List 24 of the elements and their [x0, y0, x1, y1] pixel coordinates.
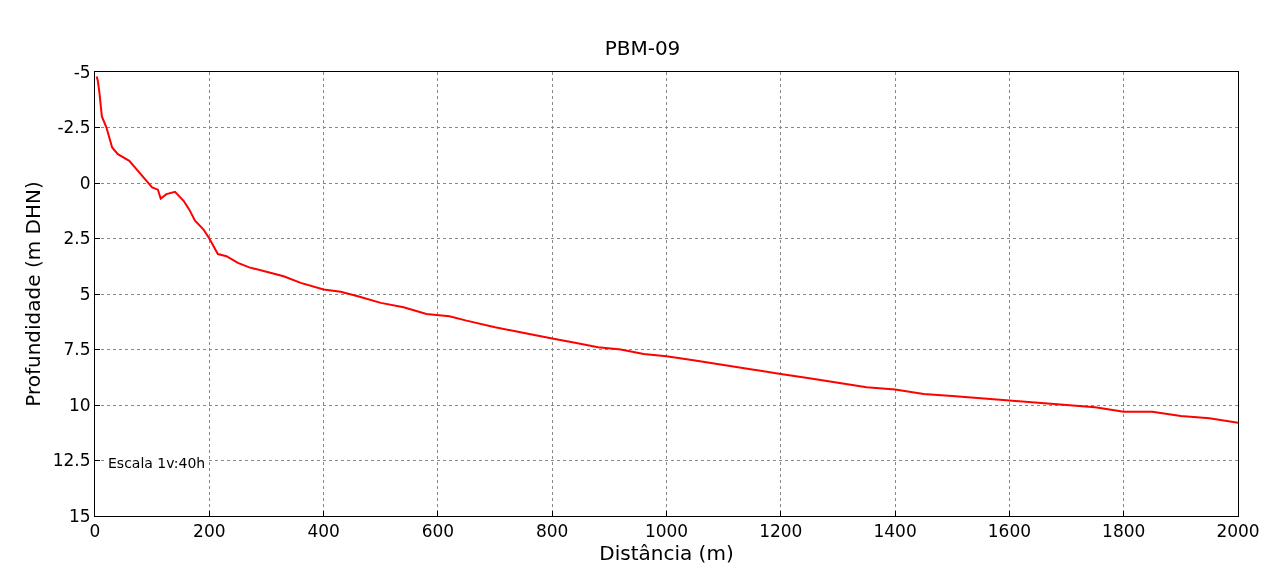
y-tick-label: 2.5	[63, 228, 91, 249]
x-tick-label: 2000	[1216, 521, 1260, 542]
x-tick-label: 1400	[873, 521, 917, 542]
x-tick-label: 600	[421, 521, 455, 542]
y-tick-label: 7.5	[63, 339, 91, 360]
y-axis-title: Profundidade (m DHN)	[21, 181, 46, 407]
y-tick-label: 15	[68, 505, 91, 526]
y-tick-label: 12.5	[52, 450, 91, 471]
y-tick-label: -2.5	[57, 117, 91, 138]
annotation: Escala 1v:40h	[108, 455, 206, 471]
x-tick-label: 200	[193, 521, 226, 542]
x-tick-label: 1800	[1102, 521, 1146, 542]
x-tick-label: 1000	[644, 521, 689, 542]
y-tick-label: -5	[73, 61, 91, 82]
y-tick-label: 5	[79, 283, 91, 304]
x-axis-title: Distância (m)	[599, 541, 734, 566]
chart-title: PBM-09	[604, 36, 681, 61]
y-tick-label: 0	[79, 172, 91, 193]
line-series	[95, 75, 1238, 424]
x-tick-label: 400	[307, 521, 340, 542]
x-tick-label: 1200	[759, 521, 803, 542]
x-tick-label: 800	[535, 521, 569, 542]
x-tick-label: 1600	[987, 521, 1032, 542]
y-tick-label: 10	[68, 394, 91, 415]
